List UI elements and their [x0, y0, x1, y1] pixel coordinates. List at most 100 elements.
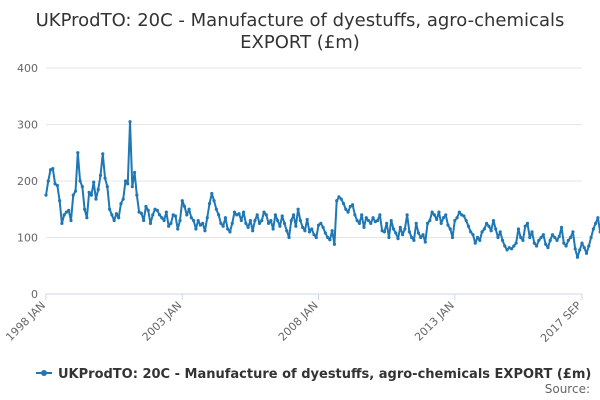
data-point[interactable]	[432, 213, 436, 217]
data-point[interactable]	[289, 218, 293, 223]
data-point[interactable]	[344, 207, 348, 211]
data-point[interactable]	[448, 227, 452, 231]
data-point[interactable]	[582, 246, 586, 250]
data-point[interactable]	[503, 244, 507, 248]
data-point[interactable]	[226, 227, 230, 231]
data-point[interactable]	[578, 248, 582, 252]
data-point[interactable]	[178, 218, 182, 223]
data-point[interactable]	[144, 204, 148, 209]
data-point[interactable]	[312, 233, 316, 237]
data-point[interactable]	[142, 218, 146, 223]
data-point[interactable]	[139, 211, 143, 215]
data-point[interactable]	[596, 216, 600, 220]
data-point[interactable]	[92, 180, 96, 184]
data-point[interactable]	[398, 225, 402, 229]
data-point[interactable]	[332, 242, 337, 246]
data-point[interactable]	[239, 218, 243, 223]
data-point[interactable]	[173, 214, 178, 218]
data-point[interactable]	[571, 230, 575, 234]
data-point[interactable]	[155, 208, 159, 212]
data-point[interactable]	[162, 218, 166, 223]
data-point[interactable]	[337, 195, 341, 199]
data-point[interactable]	[73, 189, 78, 193]
data-point[interactable]	[528, 235, 532, 240]
data-point[interactable]	[323, 231, 327, 235]
data-point[interactable]	[114, 212, 119, 216]
data-point[interactable]	[53, 182, 57, 186]
data-point[interactable]	[489, 229, 493, 233]
data-point[interactable]	[189, 216, 193, 220]
data-point[interactable]	[589, 235, 593, 240]
data-point[interactable]	[264, 213, 268, 217]
data-point[interactable]	[494, 227, 498, 231]
data-point[interactable]	[192, 218, 196, 223]
data-point[interactable]	[198, 223, 203, 227]
data-point[interactable]	[457, 210, 461, 214]
data-point[interactable]	[462, 214, 466, 218]
data-point[interactable]	[167, 224, 171, 228]
data-point[interactable]	[328, 238, 332, 242]
data-point[interactable]	[375, 218, 380, 223]
data-point[interactable]	[69, 218, 73, 223]
data-point[interactable]	[521, 238, 525, 242]
data-point[interactable]	[453, 218, 457, 223]
data-point[interactable]	[516, 227, 521, 231]
data-point[interactable]	[271, 227, 275, 231]
data-point[interactable]	[569, 235, 573, 240]
source-credit[interactable]: Source:	[545, 382, 590, 396]
data-point[interactable]	[444, 213, 448, 217]
data-point[interactable]	[405, 213, 409, 217]
data-point[interactable]	[87, 190, 91, 194]
data-point[interactable]	[196, 218, 200, 223]
data-point[interactable]	[237, 212, 241, 216]
data-point[interactable]	[530, 230, 534, 234]
data-point[interactable]	[439, 221, 443, 225]
data-point[interactable]	[262, 210, 266, 214]
data-point[interactable]	[232, 210, 237, 214]
data-point[interactable]	[514, 241, 518, 245]
data-point[interactable]	[201, 221, 205, 225]
data-point[interactable]	[128, 120, 132, 124]
data-point[interactable]	[498, 230, 502, 234]
data-point[interactable]	[339, 197, 343, 201]
data-point[interactable]	[555, 238, 559, 242]
data-point[interactable]	[366, 218, 371, 223]
data-point[interactable]	[360, 213, 364, 217]
data-point[interactable]	[278, 224, 282, 228]
data-point[interactable]	[44, 193, 48, 197]
data-point[interactable]	[532, 241, 536, 245]
data-point[interactable]	[89, 193, 94, 197]
data-point[interactable]	[466, 224, 471, 228]
data-point[interactable]	[594, 221, 598, 225]
data-point[interactable]	[450, 235, 455, 240]
data-point[interactable]	[364, 216, 368, 220]
data-point[interactable]	[101, 152, 105, 156]
data-point[interactable]	[430, 210, 434, 214]
data-point[interactable]	[126, 182, 130, 186]
data-point[interactable]	[353, 213, 357, 217]
data-point[interactable]	[435, 217, 439, 222]
data-point[interactable]	[341, 202, 346, 206]
data-point[interactable]	[62, 213, 66, 217]
data-point[interactable]	[51, 166, 55, 171]
data-point[interactable]	[519, 235, 523, 240]
data-point[interactable]	[314, 235, 318, 240]
data-point[interactable]	[482, 227, 486, 231]
data-point[interactable]	[182, 204, 187, 209]
data-point[interactable]	[298, 218, 302, 223]
data-point[interactable]	[378, 213, 382, 217]
data-point[interactable]	[471, 233, 475, 237]
data-point[interactable]	[251, 229, 255, 233]
data-point[interactable]	[46, 179, 50, 183]
data-point[interactable]	[96, 187, 100, 192]
data-point[interactable]	[296, 207, 300, 211]
data-point[interactable]	[407, 230, 411, 234]
data-point[interactable]	[121, 197, 125, 201]
data-point[interactable]	[487, 224, 491, 228]
data-point[interactable]	[78, 179, 82, 183]
data-point[interactable]	[185, 213, 189, 217]
data-point[interactable]	[544, 242, 548, 246]
data-point[interactable]	[469, 230, 473, 234]
data-point[interactable]	[559, 225, 564, 229]
data-point[interactable]	[478, 238, 482, 242]
